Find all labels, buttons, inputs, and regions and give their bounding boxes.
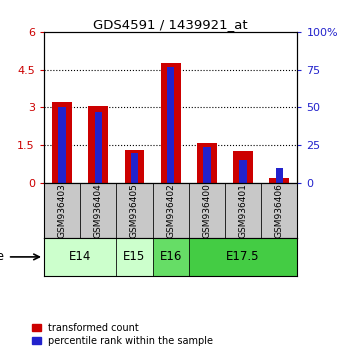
Bar [58,107,66,183]
Title: GDS4591 / 1439921_at: GDS4591 / 1439921_at [93,18,248,31]
Text: GSM936403: GSM936403 [57,183,67,238]
FancyBboxPatch shape [189,183,225,238]
FancyBboxPatch shape [44,183,80,238]
Legend: transformed count, percentile rank within the sample: transformed count, percentile rank withi… [32,323,213,346]
Text: GSM936400: GSM936400 [202,183,211,238]
Bar [203,147,211,183]
FancyBboxPatch shape [44,238,116,276]
Bar [124,150,144,183]
Text: E16: E16 [160,250,182,263]
FancyBboxPatch shape [152,183,189,238]
Bar [197,143,217,183]
Text: E15: E15 [123,250,146,263]
Text: GSM936404: GSM936404 [94,183,103,238]
FancyBboxPatch shape [80,183,116,238]
Text: GSM936402: GSM936402 [166,183,175,238]
FancyBboxPatch shape [261,183,297,238]
Bar [95,112,102,183]
Text: GSM936405: GSM936405 [130,183,139,238]
Bar [52,102,72,183]
Bar [88,106,108,183]
FancyBboxPatch shape [116,238,152,276]
Text: GSM936401: GSM936401 [239,183,248,238]
Text: E17.5: E17.5 [226,250,260,263]
FancyBboxPatch shape [152,238,189,276]
FancyBboxPatch shape [116,183,152,238]
Bar [161,63,180,183]
Text: age: age [0,250,4,263]
Bar [233,152,253,183]
Text: GSM936406: GSM936406 [275,183,284,238]
FancyBboxPatch shape [189,238,297,276]
Bar [131,153,138,183]
FancyBboxPatch shape [225,183,261,238]
Bar [167,67,174,183]
Text: E14: E14 [69,250,91,263]
Bar [240,160,247,183]
Bar [276,168,283,183]
Bar [269,178,289,183]
